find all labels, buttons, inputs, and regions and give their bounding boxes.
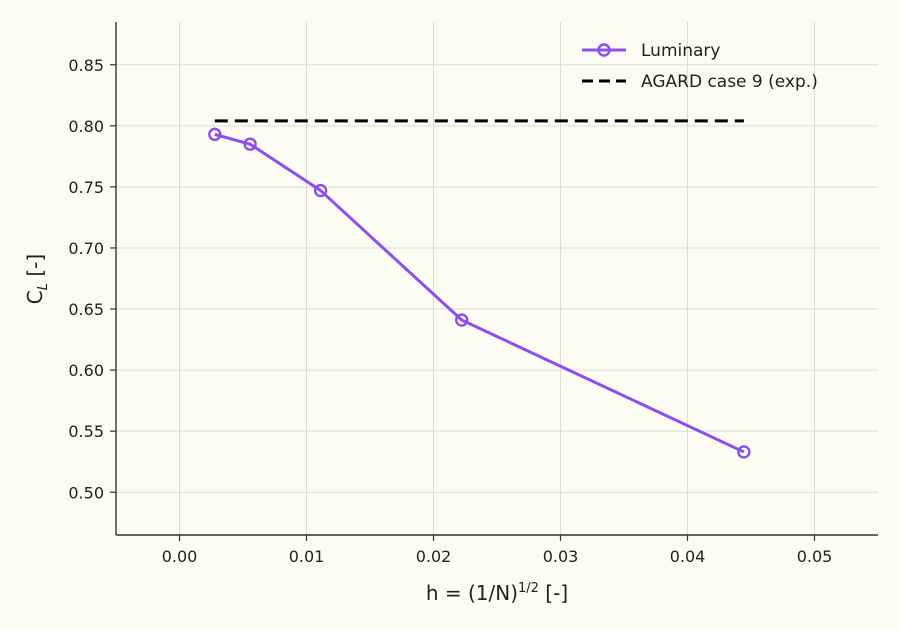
x-tick-label: 0.03 bbox=[543, 547, 579, 566]
tick-layer: 0.00 0.01 0.02 0.03 0.04 0.05 0.50 0.55 0.60 0.65… bbox=[68, 56, 832, 566]
grid bbox=[116, 22, 878, 535]
data-point-luminary bbox=[454, 313, 469, 327]
y-tick-label: 0.55 bbox=[68, 422, 104, 441]
y-tick-label: 0.75 bbox=[68, 178, 104, 197]
y-tick-label: 0.60 bbox=[68, 361, 104, 380]
x-tick-label: 0.05 bbox=[797, 547, 833, 566]
x-tick-label: 0.01 bbox=[289, 547, 325, 566]
legend: Luminary AGARD case 9 (exp.) bbox=[582, 41, 818, 92]
legend-entry-agard: AGARD case 9 (exp.) bbox=[582, 72, 818, 92]
x-axis-label: h = (1/N)1/2 [-] bbox=[426, 581, 568, 605]
data-point-luminary bbox=[243, 137, 257, 151]
legend-label-luminary: Luminary bbox=[641, 41, 720, 61]
x-tick-label: 0.00 bbox=[162, 547, 198, 566]
axes bbox=[115, 22, 878, 536]
legend-marker-luminary bbox=[597, 43, 611, 57]
x-tick-label: 0.04 bbox=[670, 547, 706, 566]
y-tick-label: 0.70 bbox=[68, 239, 104, 258]
y-tick-label: 0.80 bbox=[68, 117, 104, 136]
data-point-luminary bbox=[208, 127, 222, 142]
y-tick-label: 0.85 bbox=[68, 56, 104, 75]
data-point-luminary bbox=[313, 183, 328, 198]
series-line-luminary bbox=[214, 132, 745, 454]
series-layer bbox=[208, 119, 751, 459]
legend-entry-luminary: Luminary bbox=[582, 41, 720, 61]
y-tick-label: 0.65 bbox=[68, 300, 104, 319]
legend-label-agard: AGARD case 9 (exp.) bbox=[641, 72, 818, 92]
x-tick-label: 0.02 bbox=[416, 547, 452, 566]
y-tick-label: 0.50 bbox=[68, 483, 104, 502]
data-point-luminary bbox=[737, 445, 751, 459]
y-axis-label: CL [-] bbox=[23, 254, 51, 304]
